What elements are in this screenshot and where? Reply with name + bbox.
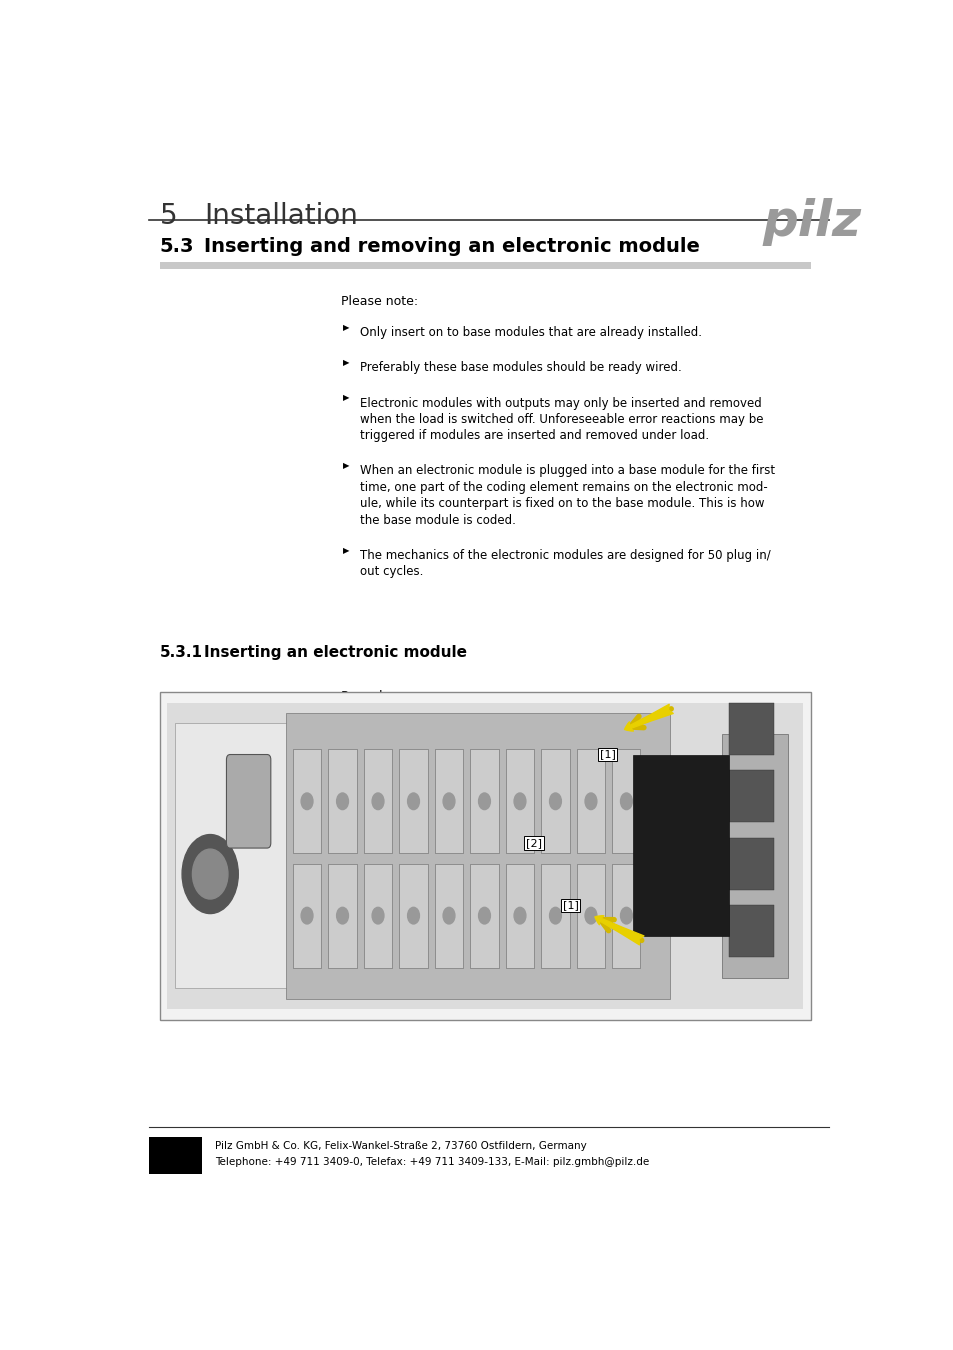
Text: when the load is switched off. Unforeseeable error reactions may be: when the load is switched off. Unforesee…: [359, 413, 762, 427]
FancyBboxPatch shape: [721, 734, 787, 977]
Text: 5.3: 5.3: [160, 236, 194, 256]
Circle shape: [549, 907, 560, 923]
FancyBboxPatch shape: [728, 837, 773, 890]
FancyBboxPatch shape: [149, 1137, 202, 1174]
FancyBboxPatch shape: [470, 749, 498, 853]
Text: [1]: [1]: [562, 900, 578, 910]
FancyBboxPatch shape: [285, 713, 669, 999]
Text: time, one part of the coding element remains on the electronic mod-: time, one part of the coding element rem…: [359, 481, 766, 494]
Circle shape: [584, 792, 597, 810]
FancyBboxPatch shape: [293, 864, 321, 968]
Text: Inserting and removing an electronic module: Inserting and removing an electronic mod…: [204, 236, 700, 256]
Text: When an electronic module is plugged into a base module for the first: When an electronic module is plugged int…: [359, 464, 774, 478]
FancyBboxPatch shape: [577, 864, 604, 968]
Circle shape: [584, 907, 597, 923]
Circle shape: [301, 792, 313, 810]
Text: the base module is coded.: the base module is coded.: [359, 514, 515, 526]
Circle shape: [193, 849, 228, 899]
Text: ▶: ▶: [342, 743, 349, 752]
Text: ▶: ▶: [342, 545, 349, 555]
Circle shape: [182, 834, 238, 914]
Text: triggered if modules are inserted and removed under load.: triggered if modules are inserted and re…: [359, 429, 708, 443]
Text: 5: 5: [160, 201, 177, 230]
Text: Procedure:: Procedure:: [341, 690, 408, 703]
FancyBboxPatch shape: [435, 749, 462, 853]
Circle shape: [442, 907, 455, 923]
Text: The mechanics of the electronic modules are designed for 50 plug in/: The mechanics of the electronic modules …: [359, 549, 769, 562]
FancyBboxPatch shape: [612, 749, 639, 853]
FancyBboxPatch shape: [160, 262, 810, 269]
Circle shape: [514, 907, 525, 923]
Circle shape: [336, 907, 348, 923]
Text: Electronic modules with outputs may only be inserted and removed: Electronic modules with outputs may only…: [359, 397, 760, 409]
FancyBboxPatch shape: [728, 906, 773, 957]
Circle shape: [372, 907, 383, 923]
Text: out cycles.: out cycles.: [359, 566, 422, 578]
Text: ▶: ▶: [342, 716, 349, 725]
Circle shape: [336, 792, 348, 810]
FancyBboxPatch shape: [505, 749, 534, 853]
FancyBboxPatch shape: [541, 864, 569, 968]
FancyBboxPatch shape: [399, 749, 427, 853]
Text: ▶: ▶: [342, 393, 349, 402]
Text: ▶: ▶: [342, 358, 349, 367]
Text: [1]: [1]: [599, 749, 615, 760]
Circle shape: [407, 792, 419, 810]
Text: [2]: [2]: [525, 838, 541, 848]
FancyBboxPatch shape: [505, 864, 534, 968]
Text: ▶: ▶: [342, 323, 349, 332]
Text: Only insert on to base modules that are already installed.: Only insert on to base modules that are …: [359, 327, 700, 339]
FancyBboxPatch shape: [364, 864, 392, 968]
Text: Installation: Installation: [204, 201, 357, 230]
Text: Telephone: +49 711 3409-0, Telefax: +49 711 3409-133, E-Mail: pilz.gmbh@pilz.de: Telephone: +49 711 3409-0, Telefax: +49 …: [215, 1157, 649, 1166]
Circle shape: [478, 907, 490, 923]
Text: ule, while its counterpart is fixed on to the base module. This is how: ule, while its counterpart is fixed on t…: [359, 497, 763, 510]
FancyBboxPatch shape: [293, 749, 321, 853]
FancyBboxPatch shape: [633, 755, 728, 937]
Circle shape: [301, 907, 313, 923]
Text: 5.3.1: 5.3.1: [160, 645, 203, 660]
Circle shape: [442, 792, 455, 810]
FancyBboxPatch shape: [160, 693, 810, 1019]
Text: Mark the electronic module using the labelling strips [2].: Mark the electronic module using the lab…: [359, 747, 696, 759]
FancyBboxPatch shape: [612, 864, 639, 968]
Text: 5-4: 5-4: [165, 1150, 185, 1161]
Text: Pilz GmbH & Co. KG, Felix-Wankel-Straße 2, 73760 Ostfildern, Germany: Pilz GmbH & Co. KG, Felix-Wankel-Straße …: [215, 1141, 586, 1152]
FancyBboxPatch shape: [728, 769, 773, 822]
FancyBboxPatch shape: [728, 702, 773, 755]
Circle shape: [514, 792, 525, 810]
FancyBboxPatch shape: [435, 864, 462, 968]
Text: pilz: pilz: [761, 198, 861, 247]
FancyBboxPatch shape: [174, 724, 293, 988]
FancyBboxPatch shape: [470, 864, 498, 968]
FancyBboxPatch shape: [541, 749, 569, 853]
FancyBboxPatch shape: [577, 749, 604, 853]
Circle shape: [619, 907, 632, 923]
Circle shape: [478, 792, 490, 810]
Circle shape: [372, 792, 383, 810]
FancyBboxPatch shape: [167, 702, 802, 1010]
Text: ▶: ▶: [342, 462, 349, 470]
Text: The electronic module must audibly lock into position [1].: The electronic module must audibly lock …: [359, 720, 700, 732]
FancyBboxPatch shape: [226, 755, 271, 848]
Circle shape: [407, 907, 419, 923]
FancyBboxPatch shape: [328, 864, 356, 968]
Text: Preferably these base modules should be ready wired.: Preferably these base modules should be …: [359, 362, 680, 374]
Text: Please note:: Please note:: [341, 296, 417, 308]
FancyBboxPatch shape: [399, 864, 427, 968]
FancyBboxPatch shape: [364, 749, 392, 853]
Circle shape: [549, 792, 560, 810]
Text: Inserting an electronic module: Inserting an electronic module: [204, 645, 467, 660]
Circle shape: [619, 792, 632, 810]
Text: Schematic representation:: Schematic representation:: [341, 788, 497, 801]
FancyBboxPatch shape: [328, 749, 356, 853]
